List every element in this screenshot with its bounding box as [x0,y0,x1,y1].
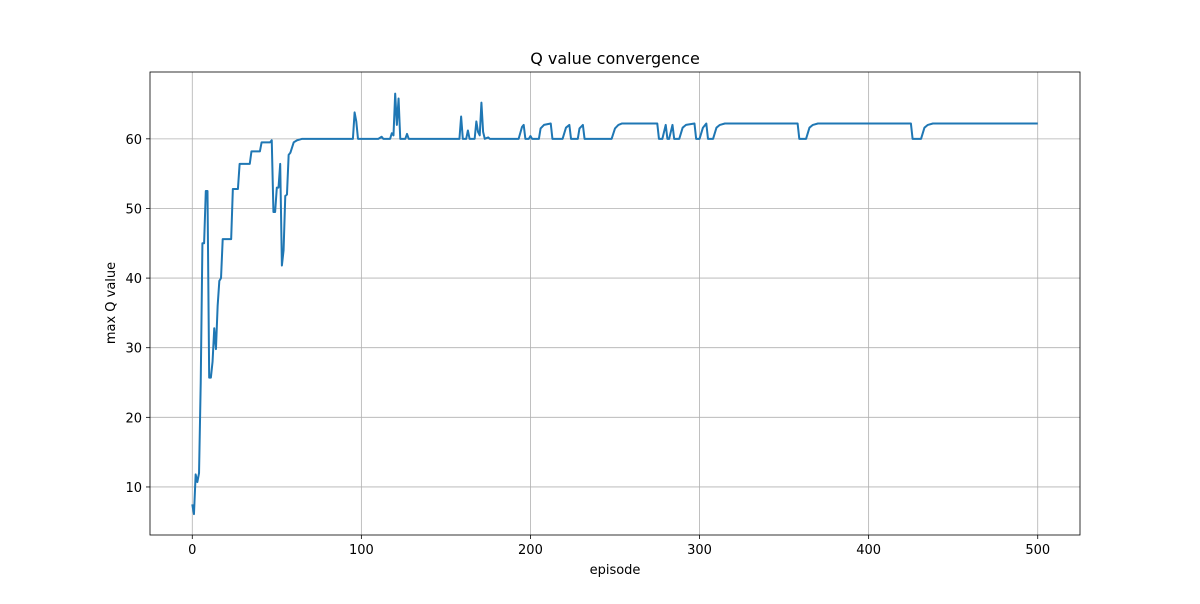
y-tick-label: 20 [125,411,142,426]
line [191,92,1038,516]
y-axis-label: max Q value [104,262,119,344]
y-tick-label: 40 [125,272,142,287]
y-tick-label: 60 [125,133,142,148]
y-tick-label: 10 [125,481,142,496]
plot-frame [149,71,1081,536]
x-axis-label: episode [590,563,641,578]
x-tick-label: 300 [687,543,712,558]
x-tick-label: 0 [188,543,196,558]
x-tick-label: 200 [518,543,543,558]
x-tick-label: 100 [349,543,374,558]
x-tick-label: 400 [856,543,881,558]
x-tick-label: 500 [1025,543,1050,558]
y-tick-label: 50 [125,202,142,217]
chart-title: Q value convergence [530,49,700,68]
y-tick-label: 30 [125,342,142,357]
